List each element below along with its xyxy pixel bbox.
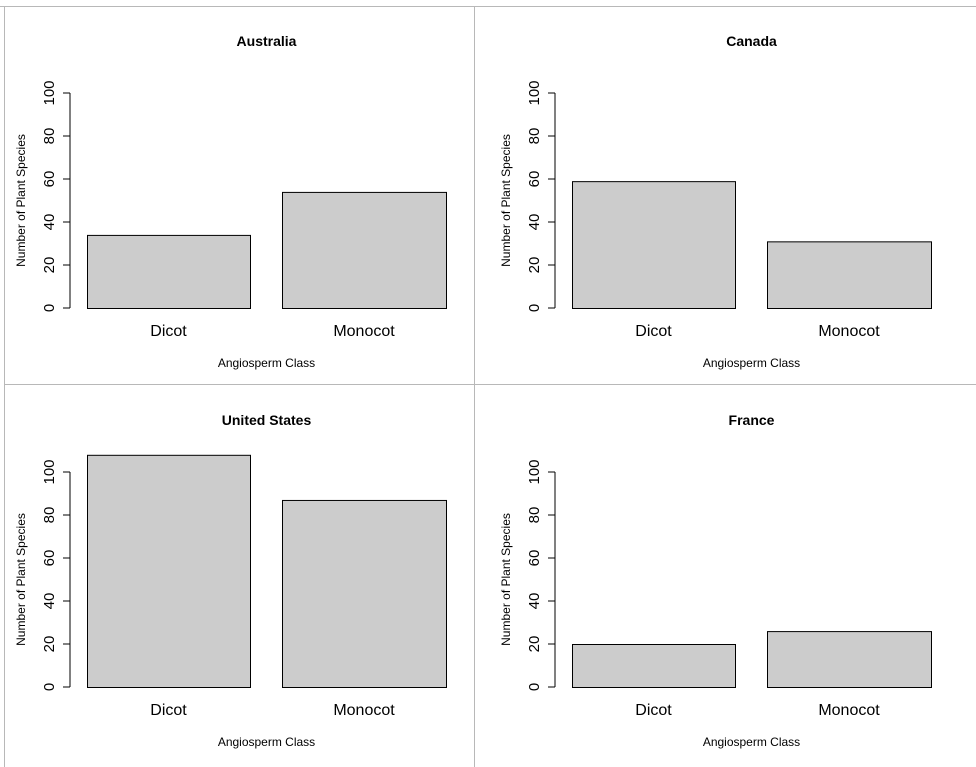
y-tick-label: 100 — [41, 80, 58, 105]
y-tick-label: 100 — [526, 459, 543, 484]
y-tick-label: 0 — [41, 683, 58, 691]
chart-title: United States — [222, 412, 312, 428]
x-category-label: Monocot — [333, 702, 395, 719]
x-axis-title: Angiosperm Class — [218, 356, 315, 370]
y-axis-title: Number of Plant Species — [14, 134, 28, 267]
bar-monocot — [767, 631, 932, 689]
y-tick-label: 0 — [526, 683, 543, 691]
bar-monocot — [282, 191, 447, 309]
y-tick-label: 80 — [526, 507, 543, 524]
chart-panel: Canada 0 20 40 60 80 100 Number of Plant Specie… — [499, 33, 932, 370]
x-category-label: Dicot — [150, 702, 187, 719]
bar-dicot — [572, 644, 736, 688]
bar-dicot — [572, 181, 736, 309]
x-category-label: Monocot — [818, 702, 880, 719]
x-axis-title: Angiosperm Class — [703, 356, 800, 370]
chart-title: Australia — [237, 33, 297, 49]
y-tick-label: 0 — [41, 304, 58, 312]
chart-title: France — [729, 412, 775, 428]
y-tick-label: 20 — [41, 257, 58, 274]
x-category-label: Dicot — [150, 323, 187, 340]
chart-title: Canada — [726, 33, 777, 49]
y-tick-label: 40 — [526, 593, 543, 610]
y-tick-label: 60 — [526, 550, 543, 567]
y-tick-label: 40 — [41, 593, 58, 610]
x-category-label: Monocot — [333, 323, 395, 340]
y-tick-label: 20 — [526, 257, 543, 274]
x-category-label: Monocot — [818, 323, 880, 340]
chart-panel: Australia 0 20 40 60 80 100 Number of Plant Spe… — [14, 33, 447, 370]
y-tick-label: 0 — [526, 304, 543, 312]
y-tick-label: 100 — [41, 459, 58, 484]
y-tick-label: 80 — [526, 128, 543, 145]
y-axis-title: Number of Plant Species — [14, 513, 28, 646]
y-tick-label: 60 — [526, 171, 543, 188]
x-axis-title: Angiosperm Class — [703, 735, 800, 749]
y-axis-title: Number of Plant Species — [499, 134, 513, 267]
y-tick-label: 60 — [41, 171, 58, 188]
bar-dicot — [87, 454, 251, 688]
x-category-label: Dicot — [635, 702, 672, 719]
y-tick-label: 100 — [526, 80, 543, 105]
chart-panel: France 0 20 40 60 80 100 Number of Plant Specie… — [499, 412, 932, 749]
y-tick-label: 40 — [41, 214, 58, 231]
x-axis-title: Angiosperm Class — [218, 735, 315, 749]
bar-monocot — [767, 241, 932, 310]
y-tick-label: 80 — [41, 128, 58, 145]
y-axis-title: Number of Plant Species — [499, 513, 513, 646]
y-tick-label: 40 — [526, 214, 543, 231]
y-tick-label: 20 — [526, 636, 543, 653]
y-tick-label: 60 — [41, 550, 58, 567]
chart-panel: United States 0 20 40 60 80 100 Number of Plant… — [14, 412, 447, 749]
y-tick-label: 20 — [41, 636, 58, 653]
bar-monocot — [282, 499, 447, 688]
bar-dicot — [87, 234, 251, 309]
y-tick-label: 80 — [41, 507, 58, 524]
x-category-label: Dicot — [635, 323, 672, 340]
